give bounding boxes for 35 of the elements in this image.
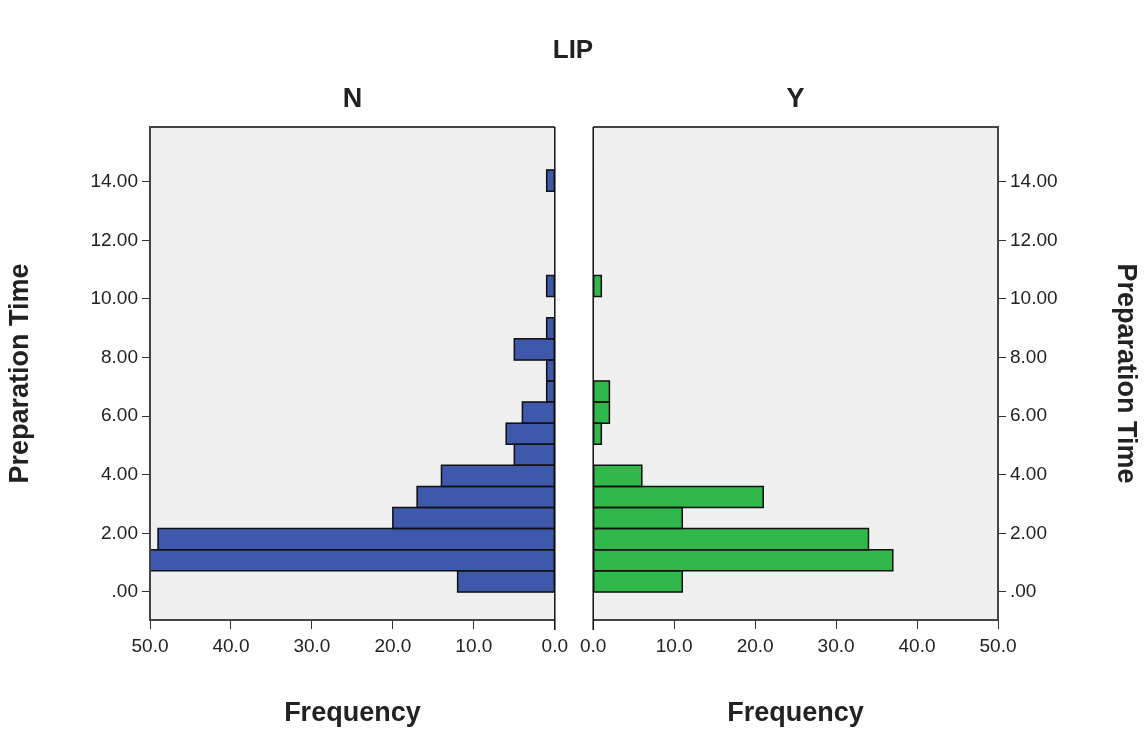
y-tick-label: 12.00 <box>90 228 138 250</box>
y-tick-label: 2.00 <box>1010 521 1047 543</box>
y-tick-label: 8.00 <box>101 345 138 367</box>
y-tick-label: 14.00 <box>1010 170 1058 192</box>
x-tick-label: 40.0 <box>898 634 936 656</box>
x-tick-label: 40.0 <box>212 634 250 656</box>
x-tick-label: 20.0 <box>374 634 412 656</box>
y-axis-title: Preparation Time <box>3 263 34 484</box>
y-tick-label: 4.00 <box>1010 462 1047 484</box>
x-tick-label: 10.0 <box>455 634 493 656</box>
y-tick-label: 10.00 <box>90 287 138 309</box>
x-tick-label: 30.0 <box>817 634 855 656</box>
y-tick-label: .00 <box>111 580 138 602</box>
y-tick-label: 8.00 <box>1010 345 1047 367</box>
x-tick-label: 20.0 <box>736 634 774 656</box>
y-tick-label: 2.00 <box>101 521 138 543</box>
x-tick-label: 50.0 <box>131 634 169 656</box>
x-axis-title: Frequency <box>284 697 421 728</box>
y-tick-label: 14.00 <box>90 170 138 192</box>
y-tick-label: .00 <box>1010 580 1037 602</box>
chart-subtitle: N <box>342 83 363 114</box>
x-axis-title: Frequency <box>727 697 864 728</box>
x-tick-label: 0.0 <box>580 634 607 656</box>
x-tick-label: 10.0 <box>655 634 693 656</box>
y-tick-label: 10.00 <box>1010 287 1058 309</box>
chart-title: LIP <box>551 34 595 65</box>
x-tick-label: 0.0 <box>541 634 568 656</box>
y-tick-label: 6.00 <box>101 404 138 426</box>
x-tick-label: 30.0 <box>293 634 331 656</box>
y-tick-label: 12.00 <box>1010 228 1058 250</box>
x-tick-label: 50.0 <box>979 634 1017 656</box>
y-axis-title: Preparation Time <box>1112 263 1143 484</box>
y-tick-label: 6.00 <box>1010 404 1047 426</box>
y-tick-label: 4.00 <box>101 462 138 484</box>
chart-subtitle: Y <box>786 83 805 114</box>
